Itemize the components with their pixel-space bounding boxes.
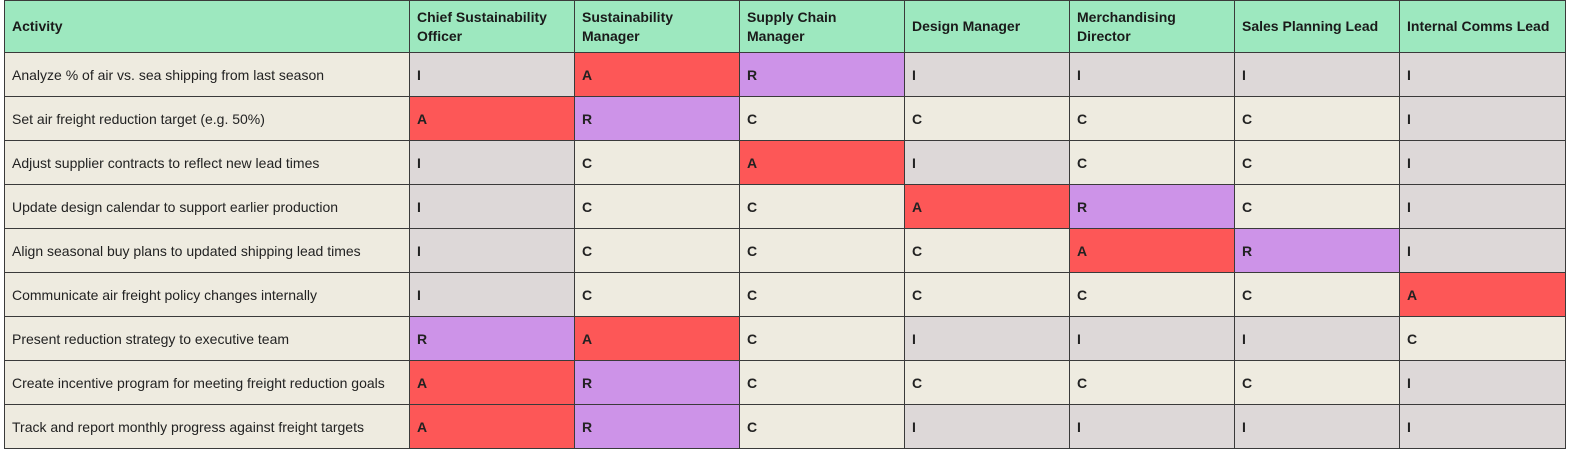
raci-cell: R	[1069, 184, 1235, 229]
raci-cell: C	[1234, 360, 1400, 405]
table-row: Align seasonal buy plans to updated ship…	[4, 228, 1566, 273]
raci-cell: R	[409, 316, 575, 361]
table-row: Analyze % of air vs. sea shipping from l…	[4, 52, 1566, 97]
raci-cell: R	[1234, 228, 1400, 273]
raci-cell: R	[739, 52, 905, 97]
column-header-chief-sustainability-officer: Chief Sustainability Officer	[409, 0, 575, 53]
raci-cell: I	[409, 140, 575, 185]
raci-cell: C	[739, 272, 905, 317]
table-row: Present reduction strategy to executive …	[4, 316, 1566, 361]
raci-cell: C	[574, 184, 740, 229]
raci-cell: R	[574, 360, 740, 405]
raci-cell: I	[409, 228, 575, 273]
raci-cell: A	[574, 316, 740, 361]
column-header-supply-chain-manager: Supply Chain Manager	[739, 0, 905, 53]
activity-cell: Communicate air freight policy changes i…	[4, 272, 410, 317]
activity-cell: Align seasonal buy plans to updated ship…	[4, 228, 410, 273]
raci-cell: I	[1234, 316, 1400, 361]
activity-cell: Present reduction strategy to executive …	[4, 316, 410, 361]
activity-cell: Create incentive program for meeting fre…	[4, 360, 410, 405]
raci-cell: I	[904, 140, 1070, 185]
raci-cell: A	[1069, 228, 1235, 273]
raci-cell: I	[1069, 52, 1235, 97]
table-row: Track and report monthly progress agains…	[4, 404, 1566, 449]
column-header-sustainability-manager: Sustainability Manager	[574, 0, 740, 53]
column-header-sales-planning-lead: Sales Planning Lead	[1234, 0, 1400, 53]
column-header-merchandising-director: Merchandising Director	[1069, 0, 1235, 53]
activity-cell: Adjust supplier contracts to reflect new…	[4, 140, 410, 185]
raci-cell: I	[904, 316, 1070, 361]
column-header-design-manager: Design Manager	[904, 0, 1070, 53]
raci-cell: C	[1234, 272, 1400, 317]
raci-cell: I	[1234, 52, 1400, 97]
raci-cell: A	[739, 140, 905, 185]
activity-cell: Set air freight reduction target (e.g. 5…	[4, 96, 410, 141]
raci-cell: I	[1234, 404, 1400, 449]
table-row: Update design calendar to support earlie…	[4, 184, 1566, 229]
raci-cell: A	[409, 360, 575, 405]
raci-cell: R	[574, 96, 740, 141]
raci-cell: C	[739, 404, 905, 449]
column-header-internal-comms-lead: Internal Comms Lead	[1399, 0, 1566, 53]
raci-cell: C	[904, 228, 1070, 273]
table-row: Create incentive program for meeting fre…	[4, 360, 1566, 405]
raci-cell: C	[1234, 184, 1400, 229]
raci-cell: C	[739, 316, 905, 361]
raci-cell: R	[574, 404, 740, 449]
table-row: Set air freight reduction target (e.g. 5…	[4, 96, 1566, 141]
raci-cell: I	[1399, 52, 1566, 97]
raci-cell: I	[409, 52, 575, 97]
raci-cell: C	[574, 228, 740, 273]
raci-cell: A	[409, 96, 575, 141]
raci-cell: C	[739, 360, 905, 405]
raci-cell: C	[574, 272, 740, 317]
raci-cell: A	[574, 52, 740, 97]
raci-cell: I	[409, 184, 575, 229]
raci-cell: C	[904, 360, 1070, 405]
raci-cell: A	[904, 184, 1070, 229]
raci-cell: A	[409, 404, 575, 449]
raci-cell: I	[1069, 404, 1235, 449]
raci-cell: C	[904, 96, 1070, 141]
raci-cell: C	[1069, 272, 1235, 317]
raci-cell: C	[1399, 316, 1566, 361]
raci-cell: C	[1069, 96, 1235, 141]
raci-cell: C	[1234, 96, 1400, 141]
table-row: Adjust supplier contracts to reflect new…	[4, 140, 1566, 185]
raci-cell: I	[1399, 184, 1566, 229]
raci-cell: C	[739, 228, 905, 273]
activity-cell: Track and report monthly progress agains…	[4, 404, 410, 449]
raci-cell: C	[1234, 140, 1400, 185]
raci-cell: I	[1069, 316, 1235, 361]
activity-cell: Update design calendar to support earlie…	[4, 184, 410, 229]
raci-cell: C	[739, 96, 905, 141]
column-header-activity: Activity	[4, 0, 410, 53]
raci-cell: I	[1399, 96, 1566, 141]
activity-cell: Analyze % of air vs. sea shipping from l…	[4, 52, 410, 97]
raci-cell: I	[904, 52, 1070, 97]
raci-cell: I	[1399, 360, 1566, 405]
raci-cell: I	[904, 404, 1070, 449]
raci-cell: C	[1069, 360, 1235, 405]
table-body: Analyze % of air vs. sea shipping from l…	[4, 52, 1566, 449]
raci-cell: I	[1399, 404, 1566, 449]
raci-matrix-table: Activity Chief Sustainability Officer Su…	[4, 0, 1566, 449]
table-row: Communicate air freight policy changes i…	[4, 272, 1566, 317]
raci-cell: C	[574, 140, 740, 185]
raci-cell: C	[739, 184, 905, 229]
header-row: Activity Chief Sustainability Officer Su…	[4, 0, 1566, 53]
raci-cell: I	[409, 272, 575, 317]
raci-cell: A	[1399, 272, 1566, 317]
raci-cell: I	[1399, 140, 1566, 185]
raci-cell: I	[1399, 228, 1566, 273]
raci-cell: C	[1069, 140, 1235, 185]
raci-cell: C	[904, 272, 1070, 317]
